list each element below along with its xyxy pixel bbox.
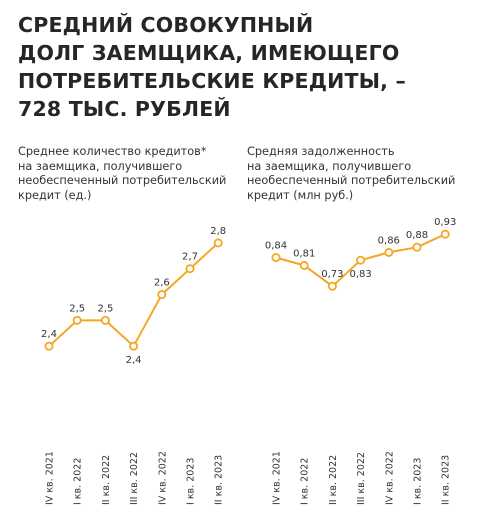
x-tick-label: I кв. 2023 [186, 458, 197, 505]
data-point [356, 255, 366, 265]
title-line: 728 ТЫС. РУБЛЕЙ [18, 97, 231, 121]
data-point [185, 264, 195, 274]
data-label: 2,8 [210, 226, 226, 237]
caption-line: кредит (ед.) [18, 188, 92, 202]
x-tick-label: I кв. 2022 [73, 458, 84, 505]
data-label: 0,93 [434, 217, 456, 228]
title-line: ДОЛГ ЗАЕМЩИКА, ИМЕЮЩЕГО [18, 41, 400, 65]
data-point [412, 242, 422, 252]
data-point [384, 247, 394, 257]
page-title: СРЕДНИЙ СОВОКУПНЫЙ ДОЛГ ЗАЕМЩИКА, ИМЕЮЩЕ… [18, 11, 406, 123]
x-tick-label: III кв. 2022 [129, 452, 140, 505]
caption-line: Средняя задолженность [247, 145, 395, 158]
data-label: 0,73 [321, 269, 343, 280]
data-point [157, 290, 167, 300]
x-tick-label: IV кв. 2021 [45, 451, 56, 505]
left-chart-caption: Среднее количество кредитов* на заемщика… [18, 145, 226, 203]
data-point [100, 315, 110, 325]
data-label: 0,83 [349, 269, 371, 280]
data-point [72, 315, 82, 325]
data-point [44, 341, 54, 351]
x-tick-label: IV кв. 2022 [157, 451, 168, 505]
caption-line: на заемщика, получившего [18, 159, 183, 173]
data-label: 2,4 [41, 329, 57, 340]
caption-line: необеспеченный потребительский [247, 174, 456, 187]
data-label: 0,86 [378, 235, 400, 246]
data-point [129, 341, 139, 351]
x-tick-label: II кв. 2023 [214, 455, 225, 505]
data-label: 0,84 [265, 241, 287, 252]
x-tick-label: II кв. 2022 [101, 455, 112, 505]
x-tick-label: I кв. 2022 [300, 458, 311, 505]
data-label: 0,81 [293, 248, 315, 259]
caption-line: на заемщика, получившего [247, 159, 412, 173]
x-tick-label: IV кв. 2022 [384, 451, 395, 505]
data-label: 2,4 [126, 355, 142, 366]
data-point [213, 238, 223, 248]
data-label: 2,5 [97, 303, 113, 314]
data-point [271, 253, 281, 263]
x-tick-label: I кв. 2023 [413, 458, 424, 505]
title-line: ПОТРЕБИТЕЛЬСКИЕ КРЕДИТЫ, – [18, 69, 406, 93]
x-tick-label: II кв. 2022 [328, 455, 339, 505]
data-point [299, 260, 309, 270]
caption-line: необеспеченный потребительский [18, 174, 227, 187]
data-label: 2,7 [182, 252, 198, 263]
caption-line: Среднее количество кредитов* [18, 145, 207, 158]
x-tick-label: IV кв. 2021 [272, 451, 283, 505]
data-label: 0,88 [406, 230, 428, 241]
data-label: 2,6 [154, 278, 170, 289]
data-point [327, 281, 337, 291]
data-label: 2,5 [69, 303, 85, 314]
title-line: СРЕДНИЙ СОВОКУПНЫЙ [18, 13, 314, 37]
data-point [440, 229, 450, 239]
right-chart-caption: Средняя задолженность на заемщика, получ… [247, 145, 455, 203]
x-tick-label: II кв. 2023 [441, 455, 452, 505]
x-tick-label: III кв. 2022 [356, 452, 367, 505]
caption-line: кредит (млн руб.) [247, 188, 354, 202]
